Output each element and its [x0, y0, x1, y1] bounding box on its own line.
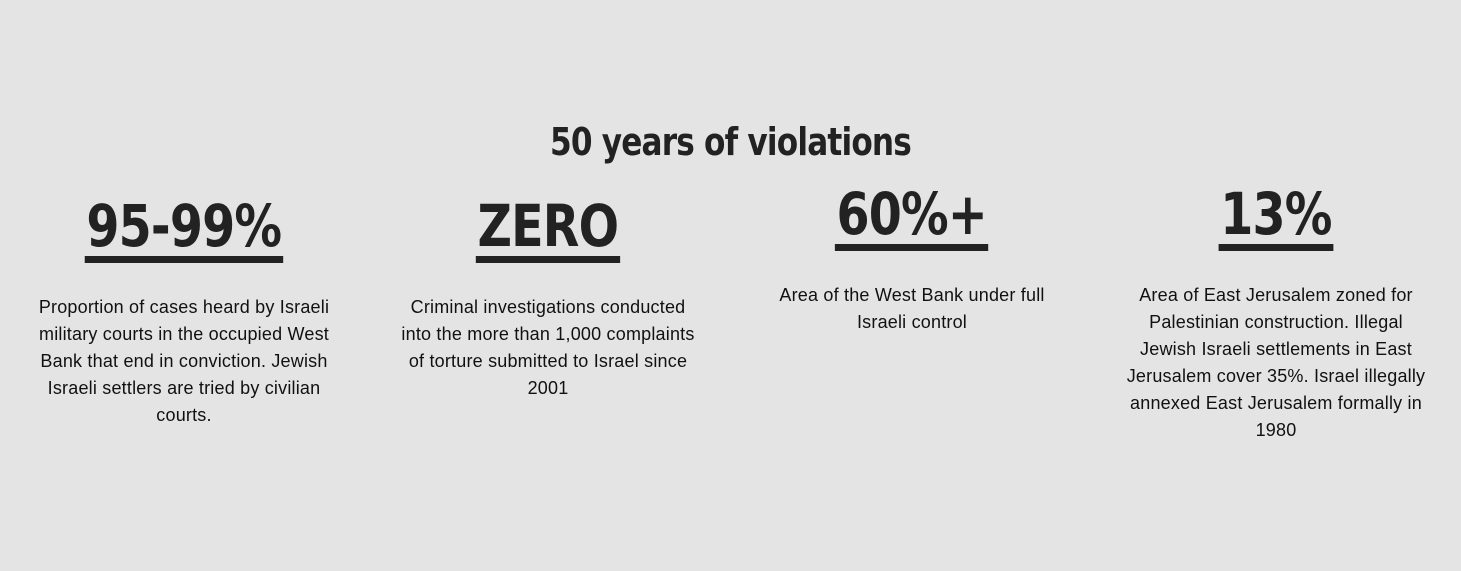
stat-value: 13% — [1218, 184, 1334, 251]
stat-description: Area of East Jerusalem zoned for Palesti… — [1126, 285, 1426, 440]
stat-east-jerusalem-zoning: 13% Area of East Jerusalem zoned for Pal… — [1126, 184, 1426, 444]
stat-description: Area of the West Bank under full Israeli… — [779, 285, 1045, 332]
stat-description: Proportion of cases heard by Israeli mil… — [38, 297, 330, 425]
stat-west-bank-control: 60%+ Area of the West Bank under full Is… — [771, 184, 1053, 336]
stat-description: Criminal investigations conducted into t… — [401, 297, 695, 398]
stat-value: 60%+ — [835, 184, 989, 251]
stat-conviction-rate: 95-99% Proportion of cases heard by Isra… — [36, 196, 332, 429]
stat-torture-investigations: ZERO Criminal investigations conducted i… — [398, 196, 698, 402]
section-title: 50 years of violations — [549, 120, 912, 164]
stat-value: 95-99% — [84, 196, 284, 263]
stat-value: ZERO — [475, 196, 621, 263]
